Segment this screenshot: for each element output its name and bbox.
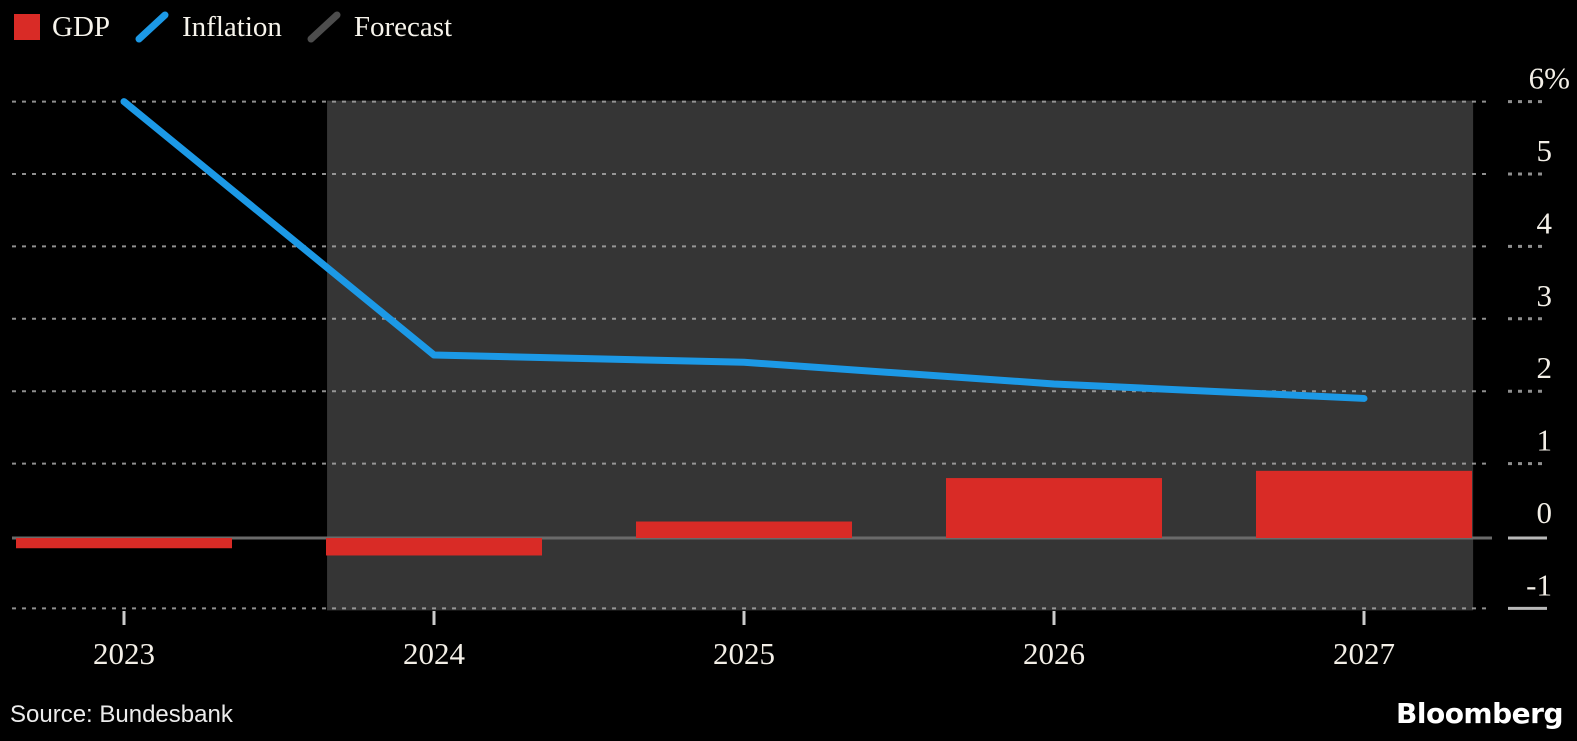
bloomberg-logo: Bloomberg (1396, 697, 1563, 730)
legend-item-gdp: GDP (14, 10, 110, 44)
y-axis-label: 0 (1537, 495, 1553, 530)
y-axis-label: 6% (1529, 61, 1570, 96)
y-axis-label: 4 (1537, 205, 1553, 240)
x-axis-label: 2027 (1333, 636, 1395, 671)
legend-label-gdp: GDP (52, 11, 111, 43)
legend-item-forecast: Forecast (306, 10, 452, 44)
x-axis-label: 2026 (1023, 636, 1085, 671)
x-axis-label: 2025 (713, 636, 775, 671)
y-axis-label: 2 (1537, 350, 1553, 385)
gdp-bar-2024 (326, 538, 542, 556)
inflation-line (120, 98, 1368, 402)
x-axis-label: 2023 (93, 636, 155, 671)
y-axis-label: 3 (1537, 278, 1553, 313)
y-axis-label: 5 (1537, 133, 1553, 168)
y-axis-label: -1 (1526, 567, 1552, 602)
forecast-line-swatch-icon (307, 11, 341, 43)
inflation-line-swatch-icon (135, 11, 169, 43)
gdp-bar-2023 (16, 538, 232, 549)
gdp-bar-swatch-icon (14, 14, 40, 40)
legend-label-forecast: Forecast (353, 11, 453, 43)
legend-label-inflation: Inflation (182, 11, 282, 43)
x-axis-label: 2024 (403, 636, 466, 671)
gdp-bar-2025 (636, 521, 852, 538)
chart-legend: GDP Inflation Forecast (14, 10, 452, 44)
y-axis-label: 1 (1537, 423, 1553, 458)
gdp-bar-2026 (946, 478, 1162, 538)
gdp-bar-2027 (1256, 470, 1472, 538)
legend-item-inflation: Inflation (134, 10, 282, 44)
source-attribution: Source: Bundesbank (10, 701, 233, 728)
